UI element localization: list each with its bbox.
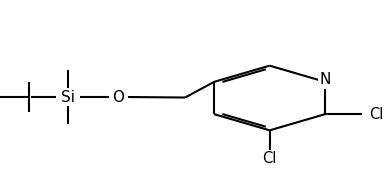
- Text: Cl: Cl: [369, 107, 384, 122]
- Text: Si: Si: [61, 90, 75, 104]
- Text: Cl: Cl: [262, 151, 277, 166]
- Text: N: N: [319, 72, 331, 87]
- Text: O: O: [113, 90, 124, 104]
